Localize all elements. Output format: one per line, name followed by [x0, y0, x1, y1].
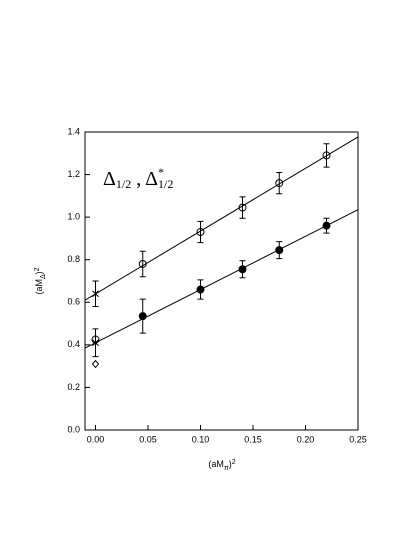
label-part: 2: [232, 459, 236, 466]
x-axis-label: (aMπ)2: [208, 459, 235, 472]
error-bar: [239, 196, 246, 219]
annotation-part: , Δ: [131, 168, 158, 190]
annotation: Δ1/2 , Δ* 1/2: [103, 165, 173, 191]
y-tick-label: 1.2: [67, 169, 80, 179]
fit-line: [84, 209, 359, 349]
open-circle: [322, 151, 331, 160]
open-circle: [196, 228, 205, 237]
annotation-part: 1/2: [116, 177, 131, 191]
x-tick-label: 0.10: [192, 434, 210, 444]
x-tick-label: 0.25: [349, 434, 367, 444]
label-part: (aM: [208, 459, 224, 469]
y-tick-label: 0.6: [67, 297, 80, 307]
label-part: ): [34, 271, 44, 274]
annotation-part: *: [158, 165, 164, 179]
error-bar: [139, 250, 146, 278]
y-tick-label: 0.8: [67, 254, 80, 264]
y-tick-label: 0.0: [67, 424, 80, 434]
label-part: ): [229, 459, 232, 469]
annotation-part: 1/2: [158, 177, 173, 191]
label-part: 2: [34, 267, 41, 271]
label-part: (aM: [34, 279, 44, 295]
diamond: [91, 359, 100, 369]
annotation-part: Δ: [103, 168, 116, 190]
x-tick-label: 0.05: [139, 434, 157, 444]
error-bar: [197, 220, 204, 244]
x-tick-label: 0.15: [244, 434, 262, 444]
y-tick-label: 1.0: [67, 212, 80, 222]
plot-frame: [84, 131, 359, 431]
label-part: π: [224, 465, 229, 472]
fit-line: [84, 136, 359, 301]
y-tick-label: 1.4: [67, 126, 80, 136]
y-tick-label: 0.4: [67, 339, 80, 349]
x-tick-label: 0.00: [87, 434, 105, 444]
y-tick-label: 0.2: [67, 382, 80, 392]
label-part: Δ: [40, 274, 47, 279]
y-axis-label: (aMΔ)2: [34, 267, 47, 294]
open-circle: [275, 179, 284, 188]
x-tick-label: 0.20: [297, 434, 315, 444]
error-bar: [276, 171, 283, 195]
